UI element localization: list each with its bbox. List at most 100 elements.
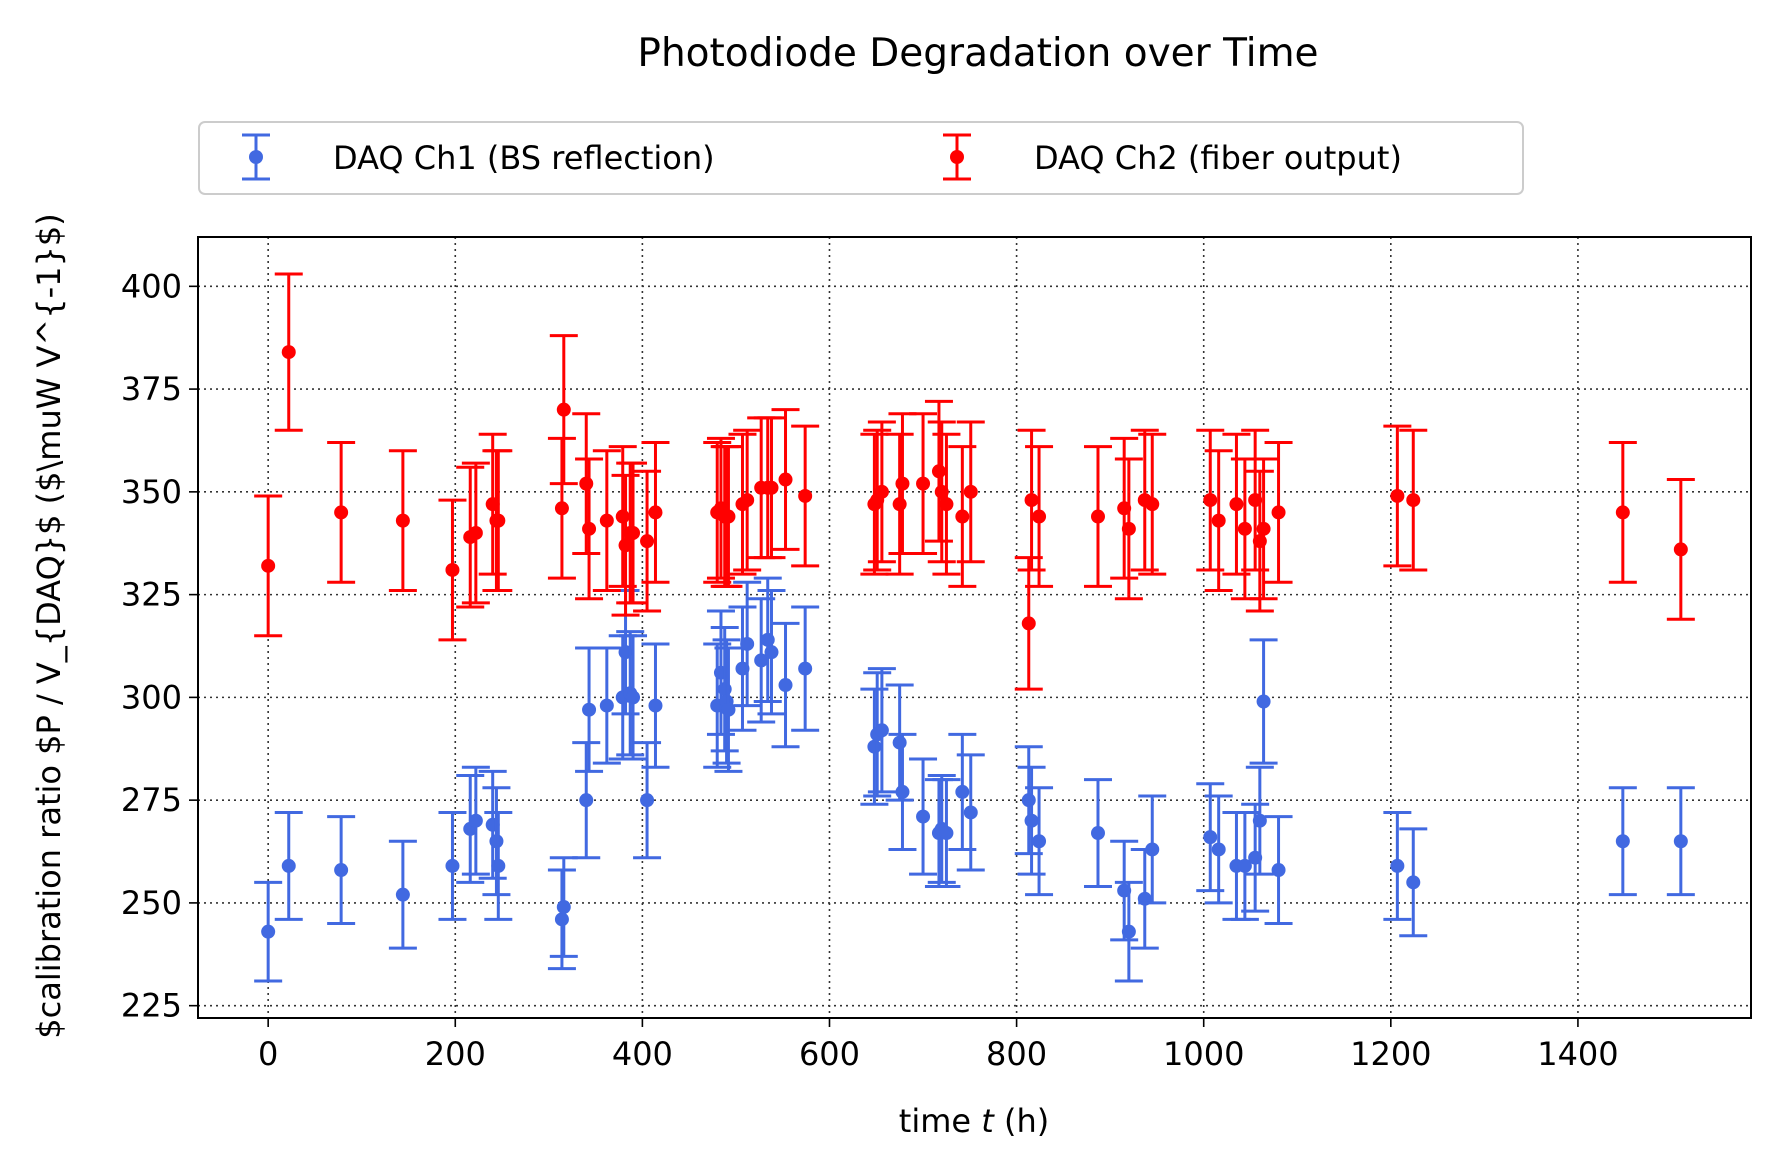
data-point <box>740 636 755 651</box>
data-point <box>445 562 460 577</box>
legend: DAQ Ch1 (BS reflection) DAQ Ch2 (fiber o… <box>198 121 1524 195</box>
data-point <box>1406 493 1421 508</box>
data-point <box>740 493 755 508</box>
data-point <box>1024 493 1039 508</box>
x-tick-label: 200 <box>425 1035 486 1073</box>
data-point <box>1121 924 1136 939</box>
data-point <box>582 521 597 536</box>
data-point <box>468 525 483 540</box>
data-point <box>281 345 296 360</box>
data-point <box>1203 830 1218 845</box>
data-point <box>1090 826 1105 841</box>
y-tick-label: 250 <box>121 884 182 922</box>
data-point <box>963 484 978 499</box>
data-point <box>1229 497 1244 512</box>
data-point <box>895 784 910 799</box>
data-point <box>1256 521 1271 536</box>
data-point <box>1615 834 1630 849</box>
y-tick-label: 325 <box>121 576 182 614</box>
data-point <box>955 509 970 524</box>
data-point <box>874 484 889 499</box>
y-tick-label: 275 <box>121 781 182 819</box>
data-point <box>1145 842 1160 857</box>
plot-frame <box>197 236 1752 1019</box>
data-point <box>939 497 954 512</box>
legend-label-ch1: DAQ Ch1 (BS reflection) <box>333 139 715 177</box>
data-point <box>867 739 882 754</box>
data-point <box>721 509 736 524</box>
x-tick-label: 0 <box>258 1035 278 1073</box>
data-point <box>1673 834 1688 849</box>
data-point <box>963 805 978 820</box>
data-point <box>648 698 663 713</box>
data-point <box>1090 509 1105 524</box>
data-point <box>1237 521 1252 536</box>
data-point <box>281 858 296 873</box>
legend-marker-ch2 <box>943 133 971 181</box>
legend-label-ch2: DAQ Ch2 (fiber output) <box>1034 139 1402 177</box>
y-tick-label: 225 <box>121 987 182 1025</box>
data-point <box>334 863 349 878</box>
data-point <box>1271 505 1286 520</box>
data-point <box>874 723 889 738</box>
data-point <box>395 513 410 528</box>
data-point <box>1203 493 1218 508</box>
chart-title: Photodiode Degradation over Time <box>637 31 1318 76</box>
data-point <box>626 525 641 540</box>
data-point <box>955 784 970 799</box>
series-layer <box>254 272 1695 983</box>
data-point <box>640 793 655 808</box>
data-point <box>615 509 630 524</box>
data-point <box>489 834 504 849</box>
data-point <box>895 476 910 491</box>
legend-point <box>950 150 964 164</box>
x-tick-label: 1400 <box>1537 1035 1618 1073</box>
legend-marker-ch1 <box>242 133 270 181</box>
data-point <box>1121 521 1136 536</box>
y-tick-label: 350 <box>121 473 182 511</box>
data-point <box>1032 509 1047 524</box>
data-point <box>931 464 946 479</box>
legend-point <box>249 150 263 164</box>
x-tick-label: 400 <box>612 1035 673 1073</box>
data-point <box>648 505 663 520</box>
series-1 <box>254 576 1695 983</box>
data-point <box>599 698 614 713</box>
ticks: 0 200 400 600 800 1000 1200 1400 225 250 275 300 325… <box>121 267 1619 1073</box>
y-tick-label: 300 <box>121 678 182 716</box>
data-point <box>1021 793 1036 808</box>
data-point <box>491 858 506 873</box>
data-point <box>1390 488 1405 503</box>
data-point <box>491 513 506 528</box>
x-axis-label-prefix: time <box>899 1102 981 1140</box>
data-point <box>334 505 349 520</box>
data-point <box>261 924 276 939</box>
x-tick-label: 1200 <box>1350 1035 1431 1073</box>
data-point <box>916 476 931 491</box>
data-point <box>778 678 793 693</box>
data-point <box>1252 813 1267 828</box>
data-point <box>640 534 655 549</box>
data-point <box>939 826 954 841</box>
data-point <box>261 558 276 573</box>
data-point <box>1024 813 1039 828</box>
data-point <box>778 472 793 487</box>
y-tick-label: 375 <box>121 370 182 408</box>
legend-frame <box>198 121 1524 195</box>
x-axis-label: time t (h) <box>899 1102 1049 1140</box>
data-point <box>554 501 569 516</box>
data-point <box>582 702 597 717</box>
data-point <box>1021 616 1036 631</box>
series-2 <box>254 272 1695 691</box>
data-point <box>626 690 641 705</box>
data-point <box>798 661 813 676</box>
data-point <box>1032 834 1047 849</box>
data-point <box>468 813 483 828</box>
data-point <box>916 809 931 824</box>
data-point <box>1256 694 1271 709</box>
data-point <box>579 793 594 808</box>
data-point <box>599 513 614 528</box>
grid <box>198 237 1751 1018</box>
data-point <box>892 735 907 750</box>
